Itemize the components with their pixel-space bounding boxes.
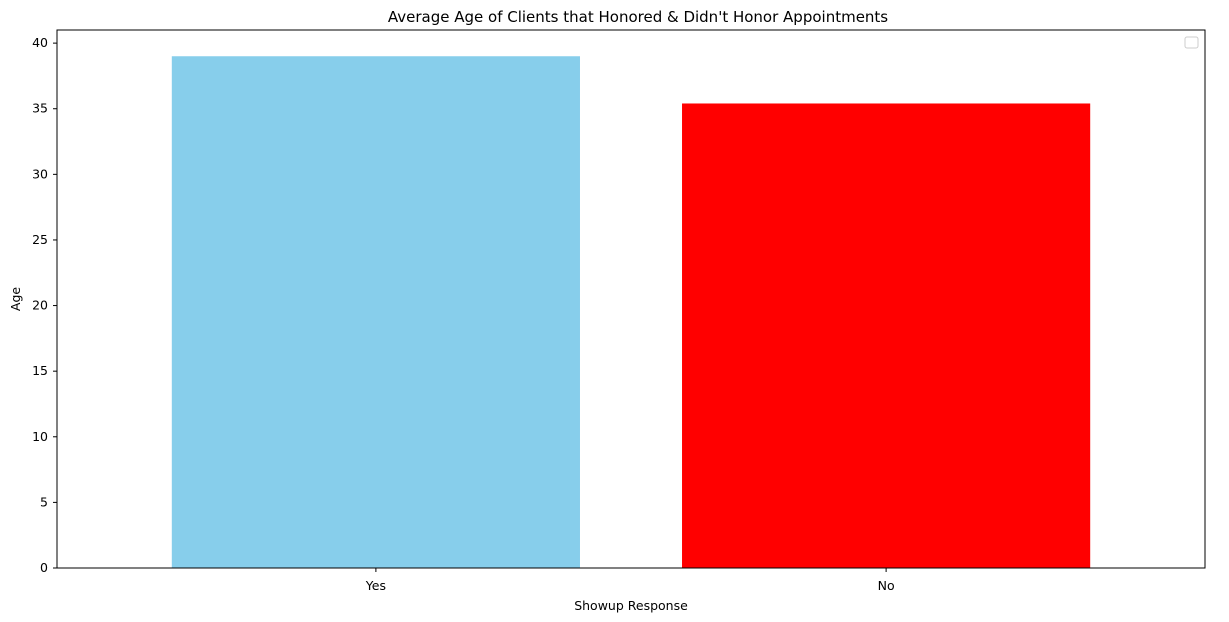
x-tick-label: No <box>878 578 895 593</box>
y-tick-label: 30 <box>32 166 48 181</box>
y-tick-label: 35 <box>32 101 48 116</box>
y-tick-label: 15 <box>32 363 48 378</box>
x-axis-label: Showup Response <box>574 598 688 613</box>
y-axis-label: Age <box>8 287 23 311</box>
bar-no <box>682 103 1091 569</box>
y-tick-label: 0 <box>40 560 48 575</box>
chart-title: Average Age of Clients that Honored & Di… <box>388 8 888 26</box>
x-tick-label: Yes <box>365 578 386 593</box>
y-tick-label: 5 <box>40 494 48 509</box>
axis-ticks: Yes No 0 5 10 15 20 25 30 35 40 <box>32 35 895 593</box>
plot-area <box>171 56 1091 569</box>
y-tick-label: 25 <box>32 232 48 247</box>
axes-frame <box>56 29 1206 569</box>
y-tick-label: 20 <box>32 298 48 313</box>
bar-yes <box>171 56 580 569</box>
legend-box[interactable] <box>1184 36 1199 49</box>
y-tick-label: 10 <box>32 429 48 444</box>
y-tick-label: 40 <box>32 35 48 50</box>
